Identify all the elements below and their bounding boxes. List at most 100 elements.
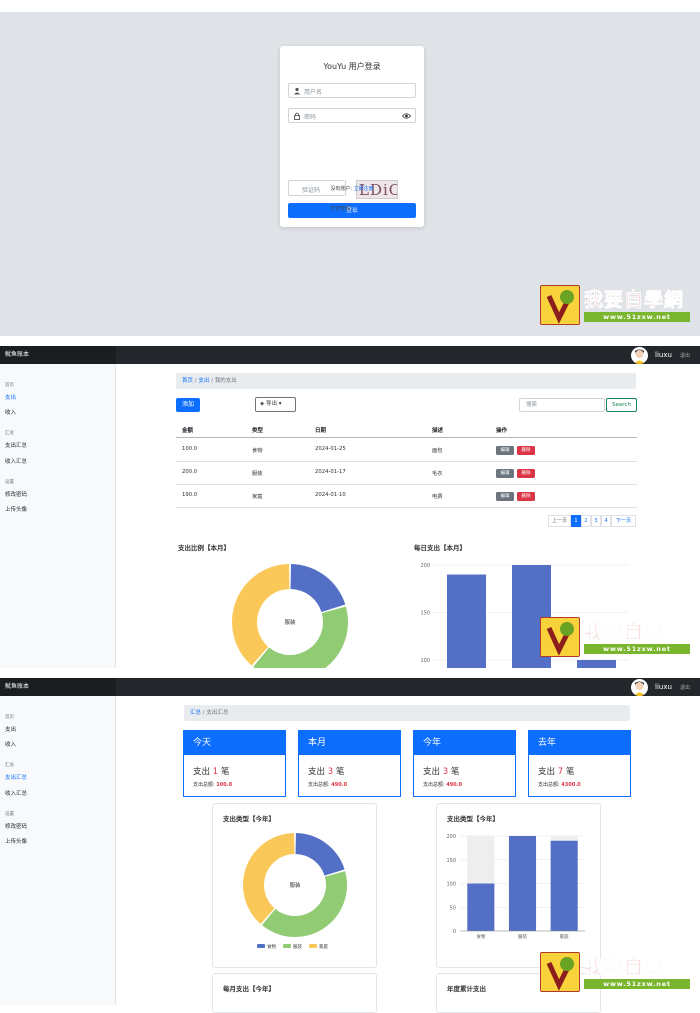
- cell-date: 2024-01-10: [315, 492, 346, 498]
- search-input[interactable]: 搜索: [519, 398, 605, 412]
- sidebar-item-income[interactable]: 收入: [5, 410, 17, 416]
- cell-date: 2024-01-17: [315, 469, 346, 475]
- username-label: liuxu: [655, 683, 672, 691]
- card-total: 支出总额: 100.0: [193, 782, 233, 788]
- login-card: YouYu 用户登录 用户名 密码 验证码 LDiC 登录: [280, 46, 424, 227]
- logout-link[interactable]: 退出: [680, 685, 691, 691]
- watermark-logo-icon: [540, 285, 580, 325]
- register-link[interactable]: 立即注册: [353, 186, 374, 192]
- delete-button[interactable]: 删除: [517, 446, 535, 455]
- delete-button[interactable]: 删除: [517, 492, 535, 501]
- sidebar-item-expense-summary[interactable]: 支出汇总: [5, 775, 28, 781]
- cell-desc: 电费: [432, 494, 443, 500]
- pie-slice: [242, 833, 295, 924]
- search-button[interactable]: Search: [606, 398, 637, 412]
- login-button[interactable]: 登录: [288, 203, 416, 218]
- bar-chart-title: 支出类型【今年】: [447, 815, 499, 823]
- bar: [508, 836, 537, 931]
- export-dropdown[interactable]: ◈ 导出 ▾: [255, 397, 296, 412]
- breadcrumb-summary[interactable]: 汇总: [190, 710, 202, 716]
- pagination-page-3[interactable]: 3: [591, 515, 601, 527]
- sidebar-item-income[interactable]: 收入: [5, 742, 17, 748]
- cell-amount: 100.0: [182, 446, 198, 452]
- top-navbar: 鱿鱼账本 liuxu 退出: [0, 346, 700, 364]
- column-header-desc: 描述: [432, 428, 444, 434]
- y-tick-label: 150: [420, 611, 430, 617]
- cell-type: 服装: [252, 471, 263, 477]
- avatar-icon: [634, 681, 645, 696]
- sidebar-item-upload-avatar[interactable]: 上传头像: [5, 507, 28, 513]
- pagination-page-4[interactable]: 4: [601, 515, 611, 527]
- add-button[interactable]: 添加: [176, 398, 200, 412]
- show-password-icon[interactable]: [402, 112, 411, 120]
- edit-button[interactable]: 编辑: [496, 446, 514, 455]
- forgot-prompt: 忘记密码:: [330, 206, 353, 212]
- sidebar: 首页 支出 收入 汇总 支出汇总 收入汇总 设置 修改密码 上传头像: [0, 696, 116, 1005]
- bar: [550, 840, 578, 931]
- sidebar-item-change-password[interactable]: 修改密码: [5, 824, 28, 830]
- breadcrumb-expense[interactable]: 支出: [198, 378, 210, 384]
- legend-swatch: [309, 944, 317, 948]
- breadcrumb-home[interactable]: 首页: [182, 378, 194, 384]
- pagination-page-2[interactable]: 2: [581, 515, 591, 527]
- edit-button[interactable]: 编辑: [496, 469, 514, 478]
- sidebar-item-expense[interactable]: 支出: [5, 727, 17, 733]
- pie-slice: [261, 871, 347, 937]
- user-avatar[interactable]: [631, 679, 648, 696]
- expense-type-bar-chart: 0 50 100 150 200 食物 服装 家庭: [446, 834, 585, 940]
- pie-center-label: 服装: [284, 618, 296, 626]
- sidebar-item-expense[interactable]: 支出: [5, 395, 17, 401]
- card-count: 支出 7 笔: [538, 767, 575, 777]
- cell-amount: 190.0: [182, 492, 198, 498]
- monthly-chart-title: 每月支出【今年】: [223, 985, 275, 993]
- forgot-line: 忘记密码: 重置密码: [280, 205, 424, 212]
- column-header-amount: 金额: [182, 428, 194, 434]
- cell-desc: 面包: [432, 448, 443, 454]
- watermark-url: www.51zxw.net: [584, 312, 690, 322]
- app-brand[interactable]: 鱿鱼账本: [0, 678, 116, 696]
- expense-ratio-pie-chart: 服装: [232, 564, 348, 668]
- legend-label: 食物: [267, 943, 276, 950]
- captcha-input[interactable]: 验证码: [288, 180, 346, 196]
- pagination-prev[interactable]: 上一页: [548, 515, 571, 527]
- watermark-logo-icon: [540, 617, 580, 657]
- user-avatar[interactable]: [631, 347, 648, 364]
- password-field[interactable]: 密码: [288, 108, 416, 123]
- sidebar-group-summary: 汇总: [5, 763, 14, 768]
- x-tick-label: 食物: [476, 933, 485, 940]
- sidebar-item-income-summary[interactable]: 收入汇总: [5, 459, 28, 465]
- reset-password-link[interactable]: 重置密码: [353, 206, 374, 212]
- legend-label: 家庭: [319, 943, 328, 950]
- pagination-next[interactable]: 下一页: [611, 515, 636, 527]
- sidebar-group-home: 首页: [5, 715, 14, 720]
- sidebar-item-upload-avatar[interactable]: 上传头像: [5, 839, 28, 845]
- login-screen: YouYu 用户登录 用户名 密码 验证码 LDiC 登录 没有账户: 立即注册…: [0, 0, 700, 336]
- captcha-image[interactable]: LDiC: [356, 180, 398, 199]
- cell-type: 家庭: [252, 494, 263, 500]
- watermark: 我要自學網 www.51zxw.net: [540, 617, 692, 657]
- pie-slice: [290, 564, 346, 613]
- watermark-text: 我要自學網: [584, 956, 685, 979]
- logout-link[interactable]: 退出: [680, 353, 691, 359]
- app-brand[interactable]: 鱿鱼账本: [0, 346, 116, 364]
- captcha-placeholder: 验证码: [302, 187, 321, 194]
- pie-slice: [232, 564, 290, 666]
- sidebar-item-change-password[interactable]: 修改密码: [5, 492, 28, 498]
- sidebar-item-income-summary[interactable]: 收入汇总: [5, 791, 28, 797]
- edit-button[interactable]: 编辑: [496, 492, 514, 501]
- card-total: 支出总额: 490.0: [423, 782, 463, 788]
- delete-button[interactable]: 删除: [517, 469, 535, 478]
- card-total: 支出总额: 4300.0: [538, 782, 581, 788]
- sidebar-item-expense-summary[interactable]: 支出汇总: [5, 443, 28, 449]
- breadcrumb: 汇总 / 支出汇总: [184, 705, 630, 721]
- username-field[interactable]: 用户名: [288, 83, 416, 98]
- table-header-divider: [176, 437, 637, 438]
- card-count: 支出 3 笔: [308, 767, 345, 777]
- watermark: 我要自學網 www.51zxw.net: [540, 285, 692, 325]
- card-period: 今天: [184, 731, 285, 755]
- pagination-page-1[interactable]: 1: [571, 515, 581, 527]
- watermark-text: 我要自學網: [584, 289, 685, 312]
- watermark-logo-icon: [540, 952, 580, 992]
- breadcrumb-current: 支出汇总: [206, 710, 229, 716]
